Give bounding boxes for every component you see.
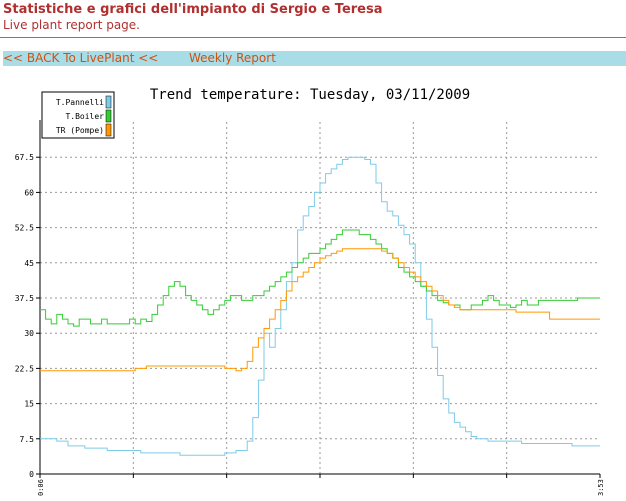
y-tick-label: 37.5 bbox=[15, 294, 34, 303]
legend-swatch bbox=[105, 95, 112, 109]
legend-label: T.Boiler bbox=[65, 112, 104, 121]
y-axis-labels: 0 7.5 15 22.5 30 37.5 45 52.5 60 67.5 bbox=[15, 153, 34, 479]
temperature-trend-chart: Trend temperature: Tuesday, 03/11/2009 0… bbox=[15, 87, 605, 496]
legend-swatch bbox=[105, 109, 112, 123]
y-tick-label: 60 bbox=[24, 188, 34, 197]
back-to-liveplant-link[interactable]: << BACK To LivePlant << bbox=[3, 51, 159, 65]
chart-series bbox=[40, 156, 600, 456]
weekly-report-link[interactable]: Weekly Report bbox=[189, 51, 276, 65]
y-tick-label: 52.5 bbox=[15, 224, 34, 233]
chart-grid bbox=[40, 122, 600, 474]
series-line bbox=[40, 248, 600, 372]
series-line bbox=[40, 156, 600, 456]
nav-bar: << BACK To LivePlant << Weekly Report bbox=[3, 51, 626, 66]
y-tick-label: 67.5 bbox=[15, 153, 34, 162]
page-subtitle: Live plant report page. bbox=[3, 18, 140, 32]
legend-label: T.Pannelli bbox=[56, 98, 104, 107]
header-divider bbox=[0, 37, 626, 38]
x-tick-label: 3:53 bbox=[597, 479, 605, 496]
y-tick-label: 7.5 bbox=[20, 435, 35, 444]
y-tick-label: 0 bbox=[29, 470, 34, 479]
chart-title: Trend temperature: Tuesday, 03/11/2009 bbox=[150, 87, 470, 103]
y-tick-label: 15 bbox=[24, 400, 34, 409]
legend-box bbox=[41, 91, 115, 139]
legend-swatch bbox=[105, 123, 112, 137]
y-tick-label: 22.5 bbox=[15, 364, 34, 373]
chart-axes bbox=[36, 120, 601, 478]
x-axis-labels: 0:06 3:53 bbox=[37, 479, 605, 496]
y-tick-label: 30 bbox=[24, 329, 34, 338]
page-title: Statistiche e grafici dell'impianto di S… bbox=[3, 2, 383, 17]
chart-legend: T.Pannelli T.Boiler TR (Pompe) bbox=[41, 91, 115, 139]
y-tick-label: 45 bbox=[24, 259, 34, 268]
x-tick-label: 0:06 bbox=[37, 479, 45, 496]
legend-label: TR (Pompe) bbox=[56, 126, 104, 135]
